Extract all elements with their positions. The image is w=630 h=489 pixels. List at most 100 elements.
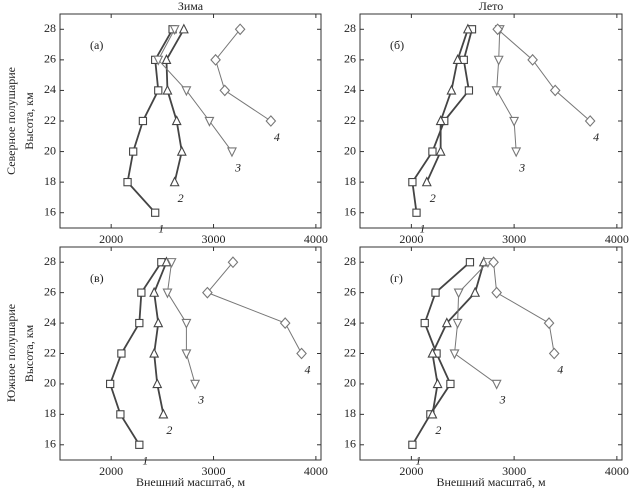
marker bbox=[152, 378, 163, 389]
marker bbox=[178, 23, 189, 34]
marker bbox=[279, 317, 291, 329]
series-label: 3 bbox=[197, 393, 204, 407]
series-label: 3 bbox=[234, 160, 241, 174]
marker bbox=[543, 317, 555, 329]
marker bbox=[137, 288, 146, 297]
series-label: 2 bbox=[435, 423, 441, 437]
series-line bbox=[431, 261, 485, 415]
marker bbox=[265, 115, 277, 127]
marker bbox=[421, 176, 432, 187]
series-label: 1 bbox=[158, 221, 164, 235]
x-axis-label: Внешний масштаб, м bbox=[136, 475, 245, 489]
series-label: 2 bbox=[166, 423, 172, 437]
y-tick-label: 22 bbox=[344, 345, 356, 359]
panel-title: Зима bbox=[178, 0, 204, 13]
marker bbox=[527, 53, 538, 66]
row-label: Северное полушарие bbox=[4, 67, 18, 175]
y-tick-label: 18 bbox=[44, 406, 56, 420]
series-line bbox=[153, 261, 168, 415]
panel-label: (в) bbox=[90, 271, 104, 285]
marker bbox=[452, 54, 463, 65]
y-tick-label: 20 bbox=[44, 143, 56, 157]
y-tick-label: 26 bbox=[344, 52, 356, 66]
x-tick-label: 2000 bbox=[99, 464, 123, 478]
marker bbox=[492, 23, 504, 36]
y-tick-label: 26 bbox=[44, 52, 56, 66]
x-tick-label: 4000 bbox=[605, 232, 629, 246]
marker bbox=[432, 378, 443, 389]
x-axis-label: Внешний масштаб, м bbox=[436, 475, 545, 489]
marker bbox=[408, 177, 417, 187]
marker bbox=[511, 147, 522, 158]
marker bbox=[509, 116, 520, 127]
x-tick-label: 4000 bbox=[304, 464, 328, 478]
x-tick-label: 3000 bbox=[202, 464, 226, 478]
marker bbox=[435, 115, 446, 126]
y-tick-label: 16 bbox=[344, 204, 356, 218]
series-line bbox=[493, 262, 555, 354]
y-tick-label: 16 bbox=[44, 204, 56, 218]
marker bbox=[464, 86, 474, 95]
marker bbox=[169, 25, 180, 36]
marker bbox=[446, 84, 457, 95]
y-tick-label: 22 bbox=[44, 113, 56, 127]
marker bbox=[181, 318, 192, 329]
row-label: Южное полушарие bbox=[4, 304, 18, 402]
series-line bbox=[215, 28, 272, 122]
series-line bbox=[496, 29, 517, 152]
marker bbox=[149, 286, 160, 297]
y-tick-label: 16 bbox=[344, 437, 356, 451]
y-tick-label: 18 bbox=[44, 174, 56, 188]
y-tick-label: 28 bbox=[344, 21, 356, 35]
marker bbox=[412, 208, 421, 217]
marker bbox=[153, 55, 164, 66]
series-label: 1 bbox=[142, 454, 148, 468]
marker bbox=[202, 286, 213, 299]
marker bbox=[549, 84, 561, 97]
marker bbox=[462, 23, 473, 34]
x-tick-label: 3000 bbox=[502, 232, 526, 246]
y-tick-label: 20 bbox=[344, 143, 356, 157]
marker bbox=[226, 147, 237, 158]
marker bbox=[117, 349, 126, 358]
series-line bbox=[425, 28, 469, 183]
marker bbox=[427, 347, 438, 358]
marker bbox=[296, 347, 307, 360]
marker bbox=[161, 54, 172, 65]
marker bbox=[190, 379, 201, 390]
series-line bbox=[206, 261, 302, 354]
marker bbox=[135, 318, 144, 328]
marker bbox=[106, 379, 115, 389]
marker bbox=[449, 349, 460, 360]
marker bbox=[493, 55, 504, 66]
marker bbox=[441, 317, 452, 328]
marker bbox=[431, 288, 440, 297]
marker bbox=[162, 288, 173, 299]
marker bbox=[176, 145, 187, 156]
series-label: 3 bbox=[518, 160, 525, 174]
y-tick-label: 22 bbox=[44, 345, 56, 359]
marker bbox=[491, 379, 502, 390]
y-tick-label: 24 bbox=[44, 315, 56, 329]
marker bbox=[408, 440, 417, 449]
marker bbox=[162, 84, 173, 95]
marker bbox=[204, 116, 215, 127]
series-label: 2 bbox=[430, 191, 436, 205]
x-tick-label: 4000 bbox=[605, 464, 629, 478]
panel-label: (г) bbox=[390, 271, 403, 285]
marker bbox=[129, 147, 138, 156]
series-line bbox=[453, 261, 497, 385]
y-tick-label: 20 bbox=[44, 376, 56, 390]
x-tick-label: 2000 bbox=[399, 232, 423, 246]
series-line bbox=[497, 28, 591, 122]
marker bbox=[452, 318, 463, 329]
y-tick-label: 20 bbox=[344, 376, 356, 390]
series-label: 1 bbox=[420, 221, 426, 235]
y-tick-label: 24 bbox=[344, 82, 356, 96]
y-tick-label: 18 bbox=[344, 406, 356, 420]
series-label: 4 bbox=[593, 130, 599, 144]
marker bbox=[234, 23, 246, 36]
y-tick-label: 18 bbox=[344, 174, 356, 188]
marker bbox=[138, 116, 148, 126]
